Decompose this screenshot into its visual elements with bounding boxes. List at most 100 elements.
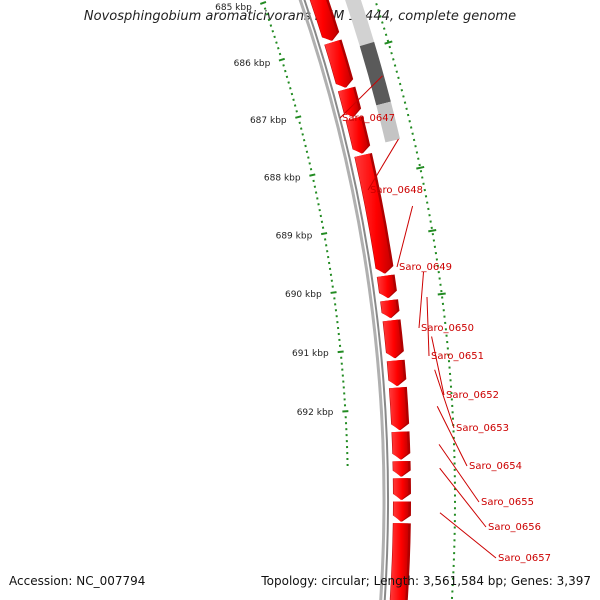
scale-tick-label: 688 kbp	[264, 174, 301, 184]
outer-minor-tick	[384, 33, 388, 37]
outer-minor-tick	[386, 39, 390, 43]
minor-tick	[287, 81, 290, 84]
outer-major-tick	[384, 40, 393, 45]
minor-tick	[282, 64, 285, 67]
major-tick	[320, 232, 328, 236]
outer-major-tick	[437, 292, 446, 296]
outer-major-tick	[428, 229, 437, 233]
forward-gene	[383, 319, 402, 359]
gene-label-leader	[439, 467, 487, 528]
major-tick	[259, 1, 267, 5]
minor-tick	[275, 41, 278, 44]
gene-label: Saro_0657	[498, 553, 551, 564]
backbone	[298, 0, 389, 600]
reverse-gene-highlighted	[359, 41, 391, 106]
minor-tick	[290, 92, 294, 96]
forward-gene	[354, 153, 391, 274]
forward-gene	[392, 431, 408, 460]
gene-label-leader	[438, 444, 480, 503]
gene-label: Saro_0649	[399, 262, 452, 273]
outer-minor-tick	[395, 70, 399, 73]
forward-gene	[393, 501, 409, 522]
gene-label: Saro_0650	[421, 323, 474, 334]
outer-minor-tick	[397, 76, 400, 80]
gene-label: Saro_0654	[469, 461, 522, 472]
forward-gene	[310, 0, 337, 41]
minor-tick	[285, 75, 289, 79]
major-tick	[278, 57, 285, 62]
scale-tick-label: 692 kbp	[297, 408, 334, 418]
outer-minor-tick	[382, 27, 386, 30]
forward-gene	[380, 299, 398, 319]
gene-label: Saro_0652	[446, 390, 499, 401]
reverse-gene	[345, 0, 375, 47]
minor-tick	[277, 47, 280, 50]
minor-tick	[263, 7, 267, 10]
scale-tick-label: 691 kbp	[292, 349, 329, 359]
gene-label-leader	[418, 271, 425, 329]
reverse-strand-genes	[345, 0, 401, 143]
gene-label-leader	[431, 336, 445, 396]
reverse-gene	[376, 101, 401, 143]
gene-label-leader	[426, 297, 430, 357]
scale-tick-label: 689 kbp	[276, 232, 313, 242]
major-tick	[295, 115, 302, 119]
minor-tick	[278, 52, 282, 56]
gene-label: Saro_0651	[431, 351, 484, 362]
forward-gene	[324, 40, 351, 88]
outer-major-tick	[416, 165, 425, 170]
gene-label: Saro_0648	[370, 185, 423, 196]
minor-tick	[295, 110, 298, 113]
gene-label: Saro_0655	[481, 497, 534, 508]
gene-label-leader	[396, 205, 414, 268]
minor-tick	[298, 121, 301, 125]
outer-minor-tick	[392, 58, 395, 61]
minor-tick	[284, 69, 287, 73]
major-tick	[337, 350, 344, 354]
outer-minor-tick	[381, 21, 384, 24]
genome-summary: Topology: circular; Length: 3,561,584 bp…	[261, 574, 591, 588]
gene-label-leader	[434, 369, 455, 429]
gene-label-leader	[339, 75, 383, 119]
backbone-inner	[303, 0, 389, 600]
major-tick	[309, 173, 316, 177]
gene-label-leader	[367, 138, 399, 191]
forward-gene	[346, 116, 368, 154]
forward-gene	[389, 387, 407, 431]
minor-tick	[265, 12, 269, 16]
forward-strand-genes	[309, 0, 411, 600]
forward-gene	[390, 523, 409, 600]
outer-minor-tick	[388, 45, 392, 49]
scale-ticks: 685 kbp 686 kbp 687 kbp 688 kbp 689 kbp 690 k…	[215, 1, 457, 599]
map-title: Novosphingobium aromaticivorans DSM 1244…	[83, 9, 517, 24]
accession-text: Accession: NC_007794	[9, 574, 146, 588]
scale-tick-label: 690 kbp	[285, 290, 322, 300]
outer-minor-tick	[402, 95, 405, 98]
forward-gene	[387, 359, 404, 387]
scale-tick-label: 687 kbp	[250, 116, 287, 126]
scale-tick-label: 686 kbp	[234, 59, 271, 69]
gene-label: Saro_0656	[488, 522, 541, 533]
gene-labels: Saro_0647 Saro_0648 Saro_0649 Saro_0650 Saro…	[339, 75, 551, 564]
outer-minor-tick	[398, 82, 402, 86]
outer-minor-tick	[375, 2, 378, 6]
minor-tick	[289, 87, 292, 90]
forward-gene	[393, 461, 409, 477]
outer-minor-tick	[390, 51, 393, 55]
gene-label: Saro_0653	[456, 423, 509, 434]
minor-tick	[273, 35, 276, 39]
forward-gene	[377, 274, 395, 299]
gene-label-leader	[436, 406, 468, 467]
minor-tick	[292, 98, 295, 102]
minor-tick	[269, 24, 273, 27]
scale-tick-label: 685 kbp	[215, 3, 252, 13]
major-tick	[330, 291, 337, 294]
outer-minor-tick	[377, 9, 380, 12]
gene-label-leader	[439, 512, 497, 559]
minor-tick	[267, 18, 271, 22]
backbone-outer	[298, 0, 386, 600]
minor-tick	[293, 104, 297, 107]
outer-minor-tick	[379, 15, 382, 18]
minor-tick	[271, 29, 275, 33]
